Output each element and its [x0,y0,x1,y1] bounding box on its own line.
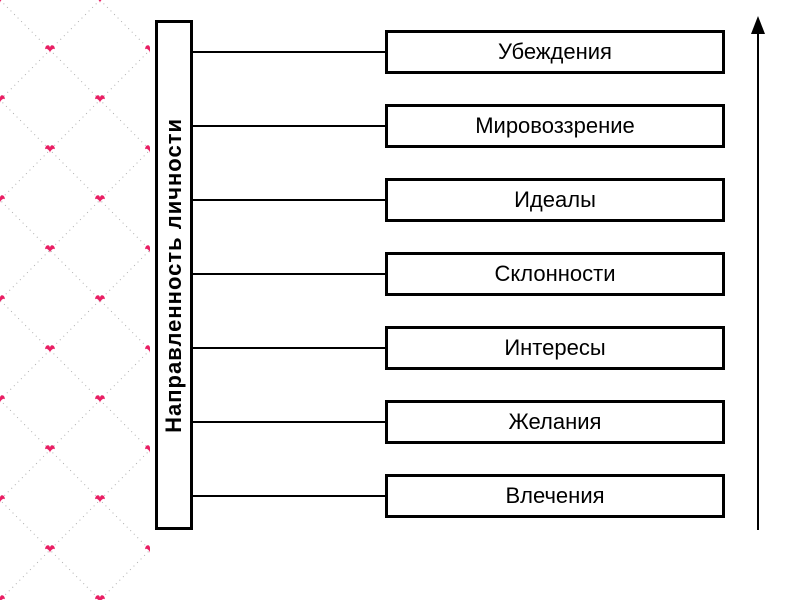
item-label: Мировоззрение [475,113,635,139]
personality-diagram: Направленность личности Убеждения Мировоз… [155,20,785,580]
connector-line [193,347,385,349]
connector-line [193,273,385,275]
item-label: Желания [509,409,602,435]
item-label: Идеалы [514,187,596,213]
item-box: Влечения [385,474,725,518]
item-box: Убеждения [385,30,725,74]
item-box: Желания [385,400,725,444]
item-label: Убеждения [498,39,612,65]
main-category-label: Направленность личности [161,118,187,433]
item-box: Интересы [385,326,725,370]
connector-line [193,199,385,201]
connector-line [193,495,385,497]
item-box: Мировоззрение [385,104,725,148]
hierarchy-arrow-line [757,20,759,530]
connector-line [193,125,385,127]
item-label: Влечения [505,483,604,509]
item-box: Идеалы [385,178,725,222]
background-pattern [0,0,150,600]
connector-line [193,421,385,423]
hierarchy-arrow-head [751,16,765,34]
item-label: Склонности [495,261,616,287]
item-label: Интересы [504,335,605,361]
connector-line [193,51,385,53]
main-category-box: Направленность личности [155,20,193,530]
item-box: Склонности [385,252,725,296]
